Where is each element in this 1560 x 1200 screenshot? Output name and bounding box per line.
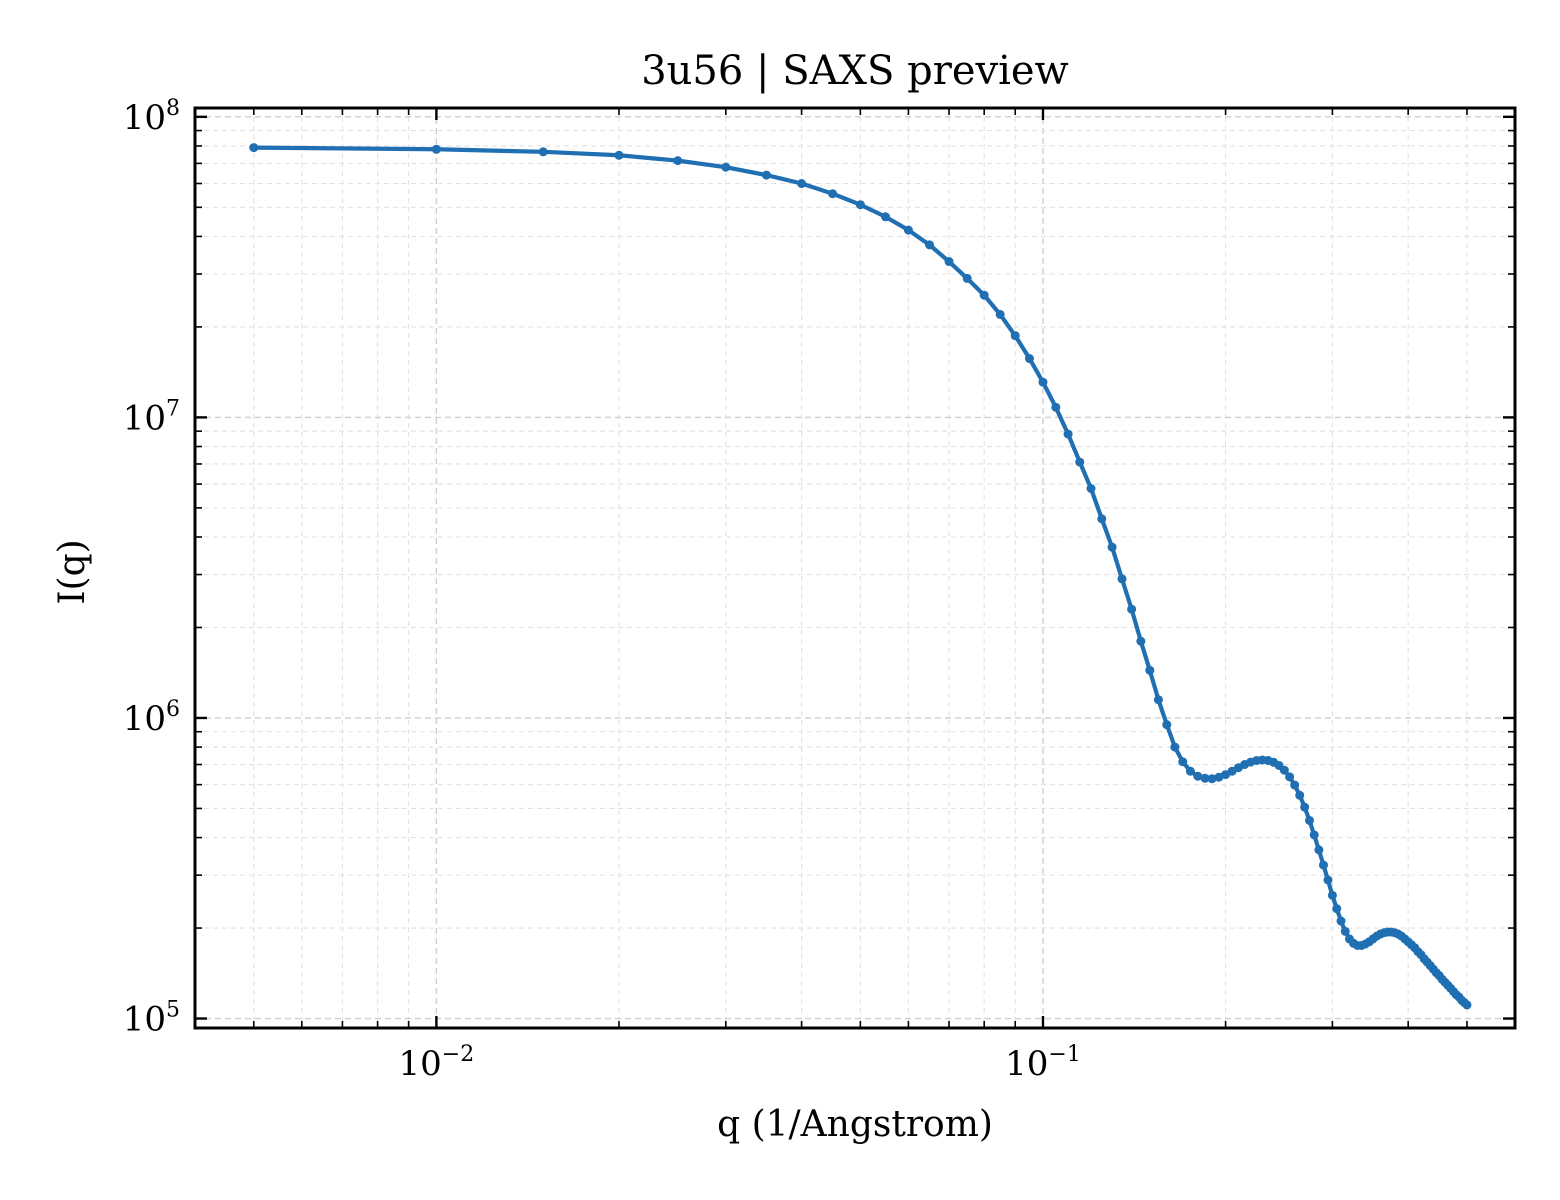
data-point xyxy=(828,189,838,199)
data-point xyxy=(1340,926,1350,936)
data-point xyxy=(1117,574,1127,584)
data-point xyxy=(1170,742,1180,752)
data-point xyxy=(1290,780,1300,790)
data-point xyxy=(1295,790,1305,800)
x-axis-label: q (1/Angstrom) xyxy=(717,1104,993,1145)
data-point xyxy=(1145,665,1155,675)
grid xyxy=(194,108,1515,1028)
data-point xyxy=(673,156,683,166)
data-point xyxy=(1207,774,1217,784)
data-point xyxy=(1193,771,1203,781)
data-point xyxy=(1323,875,1333,885)
x-tick-label: 10−2 xyxy=(399,1042,475,1084)
data-point xyxy=(1107,542,1117,552)
data-point xyxy=(1063,429,1073,439)
data-point xyxy=(962,273,972,283)
data-point xyxy=(995,309,1005,319)
data-point xyxy=(1279,765,1289,775)
data-point xyxy=(1304,815,1314,825)
data-point xyxy=(797,179,807,189)
data-point xyxy=(249,143,259,153)
data-point xyxy=(1327,890,1337,900)
y-axis-label: I(q) xyxy=(52,539,93,604)
data-point xyxy=(1153,695,1163,705)
data-point xyxy=(1086,484,1096,494)
y-tick-label: 107 xyxy=(123,396,180,438)
data-point xyxy=(979,290,989,300)
data-point xyxy=(1051,402,1061,412)
data-point xyxy=(1136,636,1146,646)
data-point xyxy=(1162,720,1172,730)
data-point xyxy=(944,257,954,267)
data-point xyxy=(1309,830,1319,840)
data-point xyxy=(1318,860,1328,870)
data-point xyxy=(1038,377,1048,387)
data-point xyxy=(1024,354,1034,364)
data-point xyxy=(855,200,865,210)
data-point xyxy=(903,225,913,235)
data-point xyxy=(1097,514,1107,524)
data-point xyxy=(538,147,548,157)
data-point xyxy=(880,212,890,222)
data-point xyxy=(924,240,934,250)
data-point xyxy=(1300,802,1310,812)
data-series xyxy=(249,143,1472,1010)
data-point xyxy=(614,150,624,160)
y-tick-label: 108 xyxy=(123,96,180,138)
data-point xyxy=(1127,604,1137,614)
data-point xyxy=(1285,772,1295,782)
axis-ticks: 10−2 10−1 105 106 107 108 xyxy=(123,96,1515,1084)
data-point xyxy=(1010,331,1020,341)
data-point xyxy=(1178,757,1188,767)
chart-title: 3u56 | SAXS preview xyxy=(641,48,1069,94)
y-tick-label: 105 xyxy=(123,998,180,1040)
x-tick-label: 10−1 xyxy=(1005,1042,1081,1084)
plot-frame xyxy=(193,106,1517,1030)
data-point xyxy=(431,144,441,154)
data-point xyxy=(721,162,731,172)
data-point xyxy=(1336,916,1346,926)
data-point xyxy=(761,170,771,180)
data-point xyxy=(1200,773,1210,783)
data-point xyxy=(1075,457,1085,467)
data-point xyxy=(1332,904,1342,914)
data-point xyxy=(1462,1000,1472,1010)
data-point xyxy=(1185,766,1195,776)
data-point xyxy=(1314,845,1324,855)
y-tick-label: 106 xyxy=(123,697,180,739)
